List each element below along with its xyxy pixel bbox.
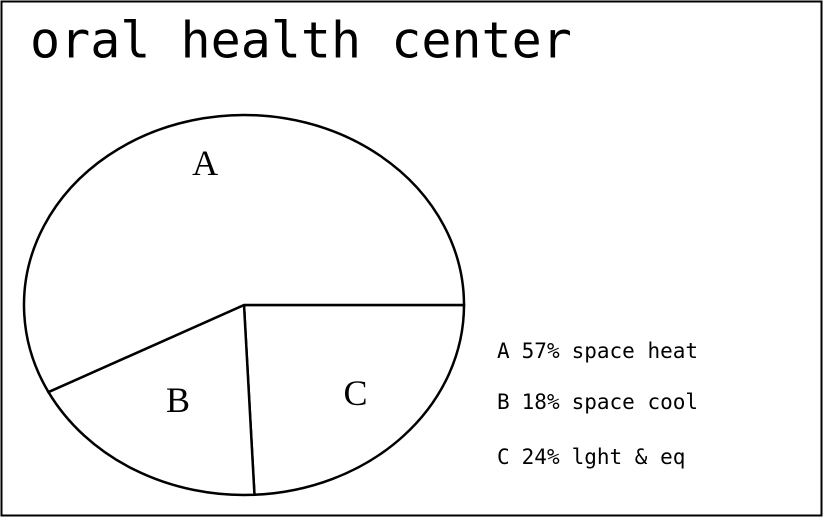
legend-entry: B 18% space cool (497, 390, 698, 414)
legend-key: B (497, 390, 510, 414)
legend-key: C (497, 445, 510, 469)
legend-value: 18% (522, 390, 560, 414)
pie-slice (22, 113, 466, 394)
legend-key: A (497, 339, 510, 363)
pie-slice (46, 303, 256, 497)
slice-label: B (166, 380, 190, 420)
legend-label: lght & eq (572, 445, 686, 469)
chart-title: oral health center (30, 12, 572, 70)
legend-entry: A 57% space heat (497, 339, 698, 363)
pie-slice (242, 303, 466, 497)
legend-value: 57% (522, 339, 560, 363)
legend-value: 24% (522, 445, 560, 469)
slice-label: C (343, 373, 367, 413)
legend-entry: C 24% lght & eq (497, 445, 685, 469)
legend-label: space cool (572, 390, 698, 414)
legend-label: space heat (572, 339, 698, 363)
slice-label: A (192, 143, 218, 183)
